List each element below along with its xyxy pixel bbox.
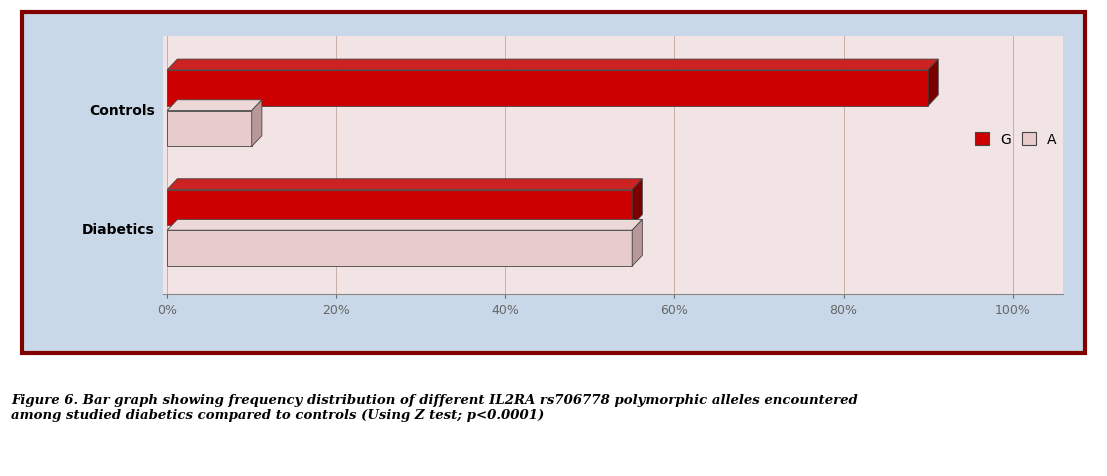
Polygon shape	[167, 100, 262, 111]
Polygon shape	[632, 179, 642, 226]
FancyBboxPatch shape	[22, 13, 1085, 353]
Bar	[167, 190, 632, 226]
Polygon shape	[251, 100, 262, 147]
Polygon shape	[167, 60, 939, 71]
Text: Figure 6. Bar graph showing frequency distribution of different IL2RA rs706778 p: Figure 6. Bar graph showing frequency di…	[11, 393, 858, 421]
Polygon shape	[167, 179, 642, 190]
Polygon shape	[167, 220, 642, 231]
Bar	[167, 231, 632, 267]
Polygon shape	[928, 60, 939, 107]
Bar	[167, 71, 928, 107]
Legend: G, A: G, A	[975, 133, 1056, 147]
Bar	[167, 111, 251, 147]
Polygon shape	[632, 220, 642, 267]
